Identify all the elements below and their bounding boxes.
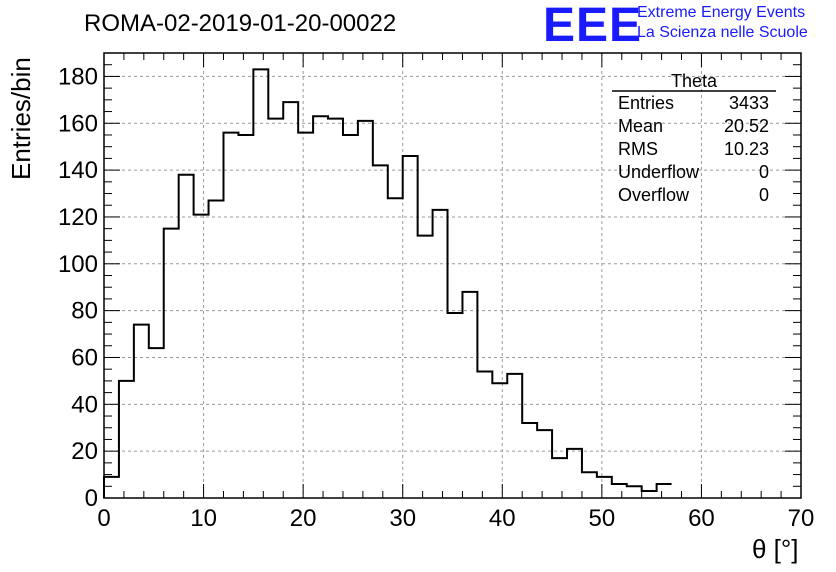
y-tick-label: 160 [58, 110, 98, 137]
y-tick-label: 140 [58, 157, 98, 184]
x-tick-label: 0 [97, 505, 110, 532]
x-tick-label: 10 [190, 505, 217, 532]
y-tick-label: 120 [58, 204, 98, 231]
x-tick-label: 40 [489, 505, 516, 532]
y-tick-label: 40 [71, 391, 98, 418]
stats-label-rms: RMS [618, 139, 658, 159]
x-tick-label: 30 [389, 505, 416, 532]
stats-label-entries: Entries [618, 93, 675, 113]
stats-value-entries: 3433 [728, 93, 769, 113]
plot-frame [103, 52, 802, 499]
stats-label-mean: Mean [618, 116, 664, 136]
y-tick-label: 100 [58, 251, 98, 278]
axis-ticks [103, 52, 802, 499]
histogram-outline [103, 68, 672, 498]
y-tick-label: 0 [85, 485, 98, 512]
stats-value-rms: 10.23 [723, 139, 769, 159]
stats-value-underflow: 0 [758, 162, 769, 182]
y-tick-label: 80 [71, 298, 98, 325]
tick-labels: 0 10 20 30 40 50 60 70 0 20 40 60 80 100 120 140 160 180 [58, 63, 814, 532]
x-axis-label: θ [°] [752, 534, 799, 564]
stats-label-overflow: Overflow [618, 185, 690, 205]
x-tick-label: 50 [589, 505, 616, 532]
grid-lines [104, 53, 801, 498]
stats-value-mean: 20.52 [723, 116, 769, 136]
x-tick-label: 70 [788, 505, 815, 532]
eee-logo: EEE [543, 0, 643, 52]
logo-line-1: Extreme Energy Events [637, 4, 806, 21]
logo-line-2: La Scienza nelle Scuole [637, 24, 808, 41]
stats-value-overflow: 0 [758, 185, 769, 205]
x-tick-label: 60 [688, 505, 715, 532]
chart-title: ROMA-02-2019-01-20-00022 [84, 10, 397, 37]
y-tick-label: 20 [71, 438, 98, 465]
y-tick-label: 180 [58, 63, 98, 90]
stats-label-underflow: Underflow [618, 162, 700, 182]
x-tick-label: 20 [290, 505, 317, 532]
y-axis-label: Entries/bin [6, 57, 36, 180]
y-tick-label: 60 [71, 344, 98, 371]
stats-title: Theta [670, 71, 718, 91]
